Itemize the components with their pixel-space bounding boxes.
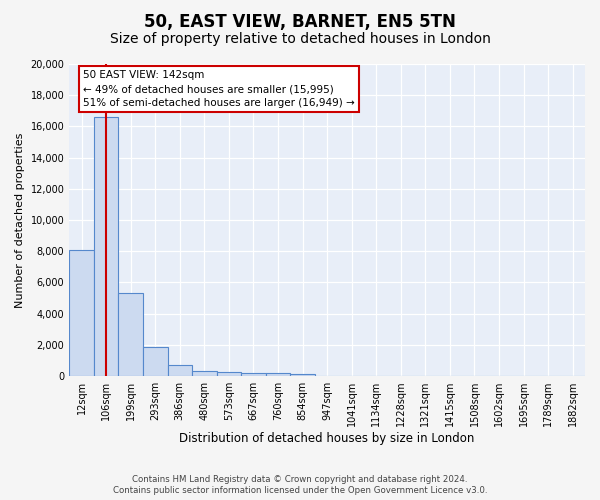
Bar	[69, 250, 94, 376]
Bar	[217, 372, 241, 376]
Bar	[241, 373, 266, 376]
Text: Contains HM Land Registry data © Crown copyright and database right 2024.: Contains HM Land Registry data © Crown c…	[132, 475, 468, 484]
Bar	[167, 365, 192, 376]
X-axis label: Distribution of detached houses by size in London: Distribution of detached houses by size …	[179, 432, 475, 445]
Text: 50, EAST VIEW, BARNET, EN5 5TN: 50, EAST VIEW, BARNET, EN5 5TN	[144, 12, 456, 30]
Text: Contains public sector information licensed under the Open Government Licence v3: Contains public sector information licen…	[113, 486, 487, 495]
Text: 50 EAST VIEW: 142sqm
← 49% of detached houses are smaller (15,995)
51% of semi-d: 50 EAST VIEW: 142sqm ← 49% of detached h…	[83, 70, 355, 108]
Bar	[118, 294, 143, 376]
Bar	[266, 373, 290, 376]
Bar	[192, 371, 217, 376]
Y-axis label: Number of detached properties: Number of detached properties	[15, 132, 25, 308]
Bar	[94, 117, 118, 376]
Text: Size of property relative to detached houses in London: Size of property relative to detached ho…	[110, 32, 490, 46]
Bar	[290, 374, 315, 376]
Bar	[143, 347, 167, 376]
